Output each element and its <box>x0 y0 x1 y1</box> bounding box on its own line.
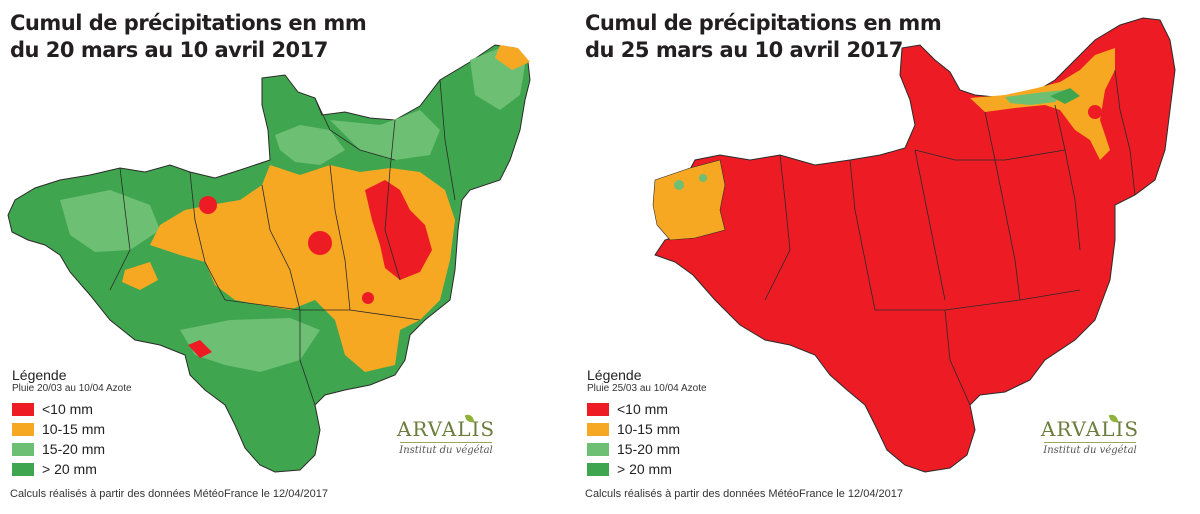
legend-title: Légende <box>587 367 642 383</box>
zone-gt20 <box>1050 88 1080 104</box>
legend-swatch-15-20 <box>12 442 34 456</box>
legend-swatch-10-15 <box>12 422 34 436</box>
logo-divider <box>400 442 492 443</box>
legend: Légende Pluie 25/03 au 10/04 Azote <10 m… <box>587 368 707 479</box>
precipitation-map-right <box>652 17 1176 473</box>
map-title-line1: Cumul de précipitations en mm <box>10 11 367 35</box>
map-title: Cumul de précipitations en mm du 25 mars… <box>585 10 942 64</box>
logo-wordmark: ARVALIS <box>1040 417 1140 441</box>
legend-item: 15-20 mm <box>12 439 132 459</box>
legend-swatch-lt10 <box>587 402 609 416</box>
legend-label: 10-15 mm <box>617 421 681 437</box>
region-outline <box>654 17 1176 473</box>
zone-15-20 <box>275 125 345 165</box>
zone-lt10 <box>188 340 212 358</box>
zone-15-20 <box>60 190 160 252</box>
zone-lt10 <box>1088 105 1102 119</box>
legend: Légende Pluie 20/03 au 10/04 Azote <10 m… <box>12 368 132 479</box>
map-title-line1: Cumul de précipitations en mm <box>585 11 942 35</box>
legend-label: 15-20 mm <box>617 441 681 457</box>
zone-10-15 <box>495 45 530 70</box>
department-borders <box>764 69 1136 406</box>
zone-lt10 <box>308 231 332 255</box>
legend-label: > 20 mm <box>42 461 97 477</box>
map-panel-left: Cumul de précipitations en mm du 20 mars… <box>7 10 531 500</box>
logo-divider <box>1044 442 1136 443</box>
zone-10-15 <box>652 159 726 241</box>
legend-item: > 20 mm <box>12 459 132 479</box>
map-title-line2: du 25 mars au 10 avril 2017 <box>585 38 903 62</box>
legend-subtitle: Pluie 20/03 au 10/04 Azote <box>12 383 132 394</box>
arvalis-logo: ARVALIS Institut du végétal <box>396 413 496 457</box>
legend-title: Légende <box>12 367 67 383</box>
legend-item: 15-20 mm <box>587 439 707 459</box>
arvalis-logo: ARVALIS Institut du végétal <box>1040 413 1140 457</box>
precipitation-map-left <box>7 44 531 473</box>
map-title: Cumul de précipitations en mm du 20 mars… <box>10 10 367 64</box>
legend-swatch-gt20 <box>587 462 609 476</box>
zone-lt10 <box>199 196 217 214</box>
legend-swatch-10-15 <box>587 422 609 436</box>
map-title-line2: du 20 mars au 10 avril 2017 <box>10 38 328 62</box>
legend-label: 15-20 mm <box>42 441 106 457</box>
legend-swatch-lt10 <box>12 402 34 416</box>
legend-swatch-gt20 <box>12 462 34 476</box>
legend-label: > 20 mm <box>617 461 672 477</box>
zone-10-15 <box>970 48 1115 160</box>
logo-wordmark: ARVALIS <box>396 417 496 441</box>
zone-15-20 <box>1005 90 1065 105</box>
zone-lt10 <box>365 180 432 280</box>
legend-label: 10-15 mm <box>42 421 106 437</box>
legend-item: <10 mm <box>587 399 707 419</box>
zone-15-20 <box>699 174 707 182</box>
legend-subtitle: Pluie 25/03 au 10/04 Azote <box>587 383 707 394</box>
department-borders <box>109 79 456 406</box>
zone-15-20 <box>674 180 684 190</box>
footnote: Calculs réalisés à partir des données Mé… <box>10 488 328 500</box>
legend-label: <10 mm <box>617 401 668 417</box>
logo-tagline: Institut du végétal <box>399 445 493 456</box>
legend-label: <10 mm <box>42 401 93 417</box>
legend-item: 10-15 mm <box>12 419 132 439</box>
footnote: Calculs réalisés à partir des données Mé… <box>585 488 903 500</box>
zone-10-15 <box>122 262 158 290</box>
legend-item: 10-15 mm <box>587 419 707 439</box>
zone-15-20 <box>330 110 440 160</box>
legend-item: <10 mm <box>12 399 132 419</box>
legend-swatch-15-20 <box>587 442 609 456</box>
legend-item: > 20 mm <box>587 459 707 479</box>
map-panel-right: Cumul de précipitations en mm du 25 mars… <box>575 0 1200 514</box>
logo-tagline: Institut du végétal <box>1043 445 1137 456</box>
zone-lt10 <box>362 292 374 304</box>
zone-15-20 <box>180 318 320 372</box>
